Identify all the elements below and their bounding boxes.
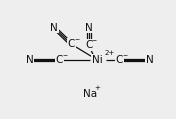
Text: −: − — [74, 37, 79, 42]
Text: C: C — [116, 55, 123, 65]
Text: C: C — [56, 55, 63, 65]
Text: N: N — [50, 23, 58, 33]
Text: −: − — [62, 52, 68, 57]
Text: −: − — [92, 37, 97, 42]
Text: N: N — [85, 23, 93, 33]
Text: Ni: Ni — [92, 55, 103, 65]
Text: C: C — [85, 40, 93, 50]
Text: C: C — [67, 39, 75, 49]
Text: 2+: 2+ — [105, 50, 115, 56]
Text: Na: Na — [83, 89, 97, 99]
Text: −: − — [122, 52, 128, 57]
Text: N: N — [146, 55, 153, 65]
Text: +: + — [95, 84, 100, 91]
Text: N: N — [26, 55, 33, 65]
